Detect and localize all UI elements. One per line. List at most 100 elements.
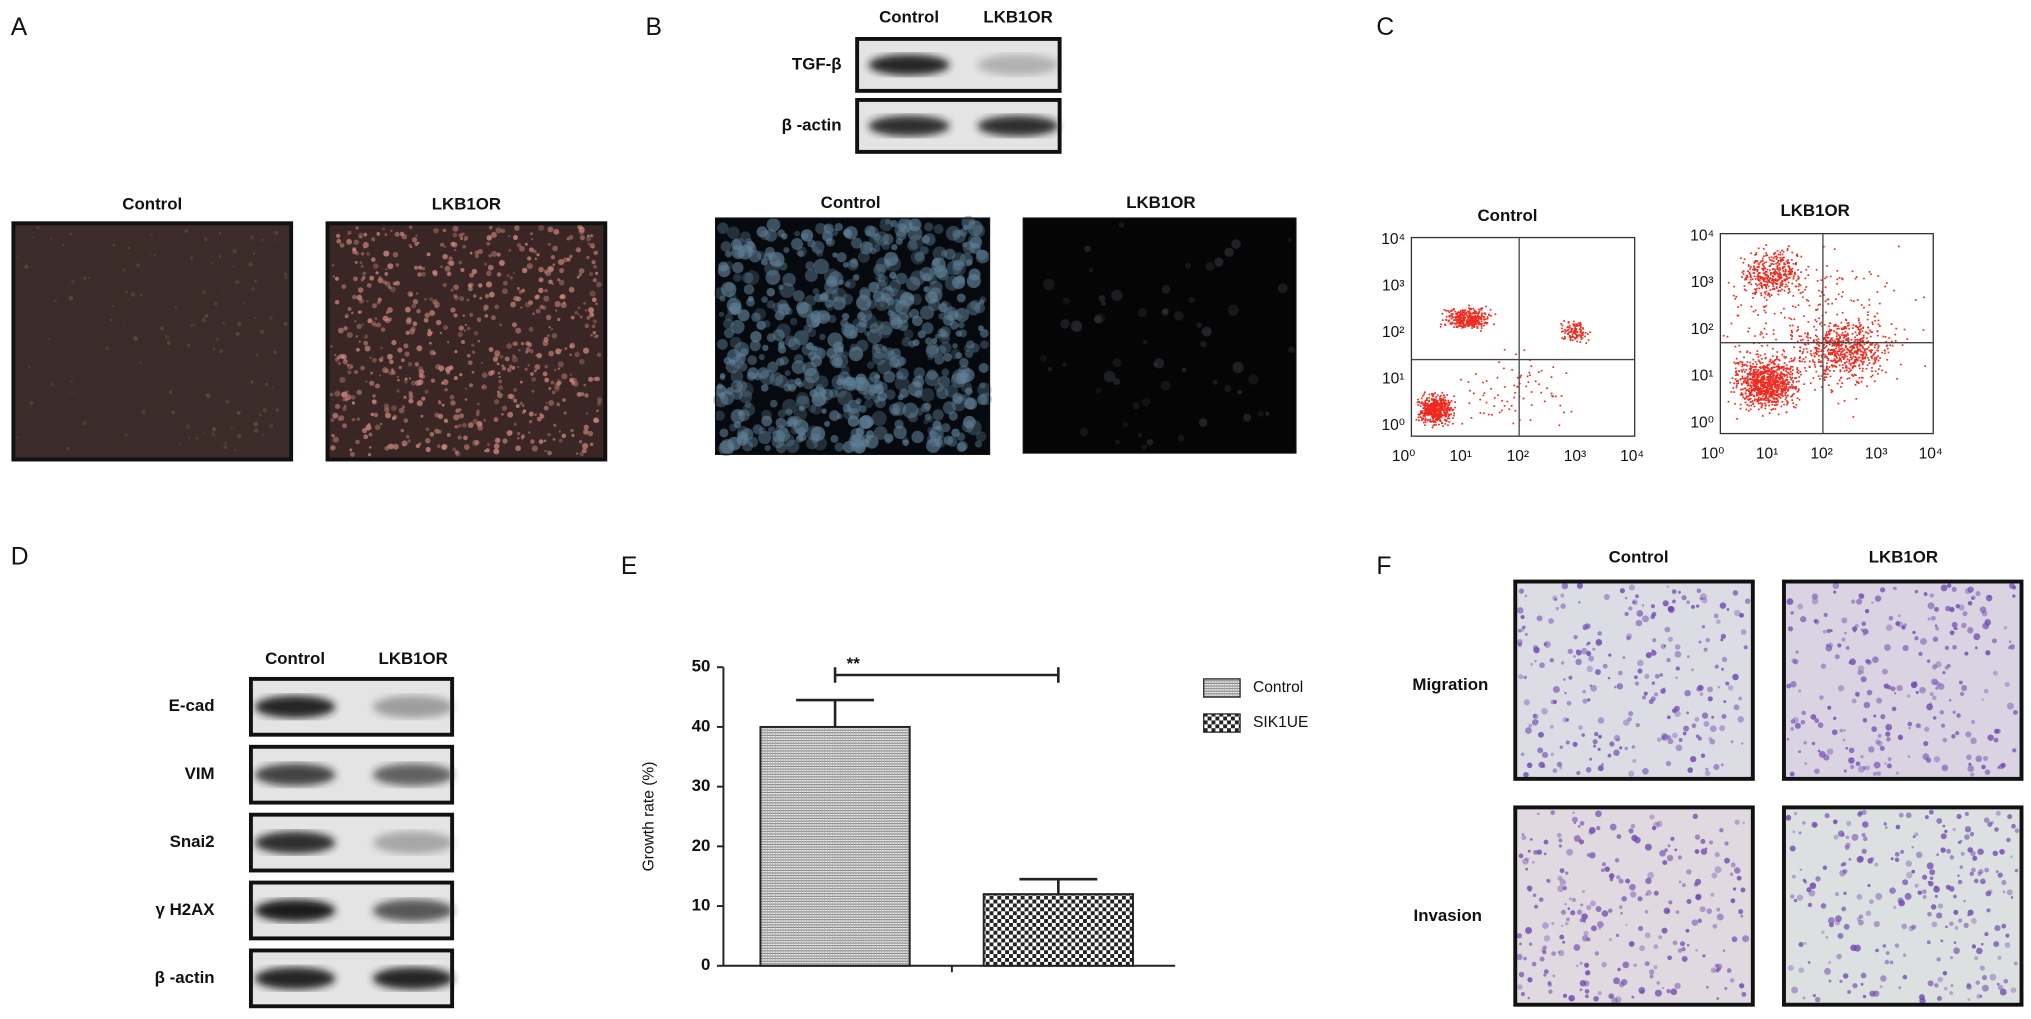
cell <box>1616 683 1624 690</box>
event-dot <box>1756 260 1759 262</box>
cell <box>404 351 410 357</box>
event-dot <box>1836 333 1839 336</box>
cell <box>1610 742 1614 746</box>
event-dot <box>1764 404 1767 407</box>
event-dot <box>1862 336 1865 339</box>
cell <box>584 393 589 398</box>
event-dot <box>1440 407 1442 410</box>
cell <box>1588 655 1595 662</box>
cell <box>371 399 377 404</box>
cell <box>579 235 585 241</box>
event-dot <box>1746 384 1749 387</box>
event-dot <box>1759 397 1762 400</box>
event-dot <box>1788 287 1790 290</box>
cell <box>834 386 847 398</box>
event-dot <box>1780 276 1782 279</box>
event-dot <box>1760 383 1763 385</box>
event-dot <box>1778 263 1781 266</box>
event-dot <box>1756 371 1758 373</box>
cell <box>479 423 484 427</box>
event-dot <box>1853 361 1856 364</box>
cell <box>1575 658 1582 666</box>
event-dot <box>1817 375 1820 377</box>
event-dot <box>1746 378 1749 380</box>
event-dot <box>1805 298 1808 301</box>
event-dot <box>1526 375 1529 378</box>
cell <box>582 442 589 450</box>
event-dot <box>1474 318 1477 321</box>
event-dot <box>1439 399 1441 401</box>
event-dot <box>1866 348 1869 350</box>
event-dot <box>1808 365 1811 368</box>
event-dot <box>1461 314 1464 317</box>
cell <box>921 402 931 413</box>
event-dot <box>1767 364 1770 366</box>
event-dot <box>1865 353 1868 356</box>
event-dot <box>1420 419 1423 421</box>
cell <box>374 383 380 389</box>
event-dot <box>1879 357 1881 360</box>
event-dot <box>1859 367 1861 370</box>
cell <box>593 335 597 339</box>
cell <box>471 268 478 275</box>
event-dot <box>1765 371 1767 374</box>
cell <box>346 238 352 245</box>
event-dot <box>1829 329 1832 332</box>
event-dot <box>1563 411 1565 414</box>
cell <box>423 317 429 323</box>
event-dot <box>1796 371 1799 373</box>
event-dot <box>1795 380 1798 383</box>
cell <box>255 353 259 357</box>
event-dot <box>1503 405 1506 407</box>
cell <box>225 400 229 404</box>
event-dot <box>1758 279 1761 282</box>
event-dot <box>1480 330 1482 332</box>
cell <box>515 404 520 408</box>
event-dot <box>1776 374 1779 377</box>
cell <box>450 307 456 313</box>
event-dot <box>1455 320 1458 323</box>
event-dot <box>1762 255 1765 258</box>
event-dot <box>1860 341 1863 343</box>
event-dot <box>1833 358 1836 360</box>
event-dot <box>1855 358 1858 361</box>
cell <box>944 248 956 260</box>
event-dot <box>1853 364 1855 367</box>
event-dot <box>1767 379 1770 381</box>
event-dot <box>1834 365 1837 368</box>
event-dot <box>1791 324 1794 327</box>
event-dot <box>1747 264 1750 266</box>
event-dot <box>1757 398 1760 401</box>
cell <box>894 375 910 391</box>
event-dot <box>1857 381 1859 384</box>
event-dot <box>1753 384 1756 386</box>
micrograph-border <box>1022 217 1297 454</box>
event-dot <box>1818 348 1820 350</box>
event-dot <box>1903 328 1906 331</box>
event-dot <box>1479 412 1482 414</box>
cell <box>166 340 171 345</box>
cell <box>559 267 565 274</box>
cell <box>495 227 502 234</box>
event-dot <box>1459 324 1461 326</box>
cell <box>772 329 785 342</box>
event-dot <box>1799 357 1801 359</box>
event-dot <box>1453 412 1455 415</box>
cell <box>507 234 511 238</box>
cell <box>936 345 947 356</box>
event-dot <box>1562 338 1565 340</box>
event-dot <box>1783 316 1786 319</box>
cell <box>83 276 87 280</box>
event-dot <box>1572 324 1575 327</box>
event-dot <box>1771 277 1774 280</box>
event-dot <box>1790 271 1792 274</box>
cell <box>877 359 892 375</box>
event-dot <box>1823 337 1826 339</box>
event-dot <box>1846 377 1849 380</box>
cell <box>507 393 513 400</box>
event-dot <box>1772 283 1774 286</box>
event-dot <box>1772 383 1775 386</box>
cell <box>1101 301 1107 306</box>
event-dot <box>1776 266 1779 268</box>
event-dot <box>1453 414 1455 417</box>
